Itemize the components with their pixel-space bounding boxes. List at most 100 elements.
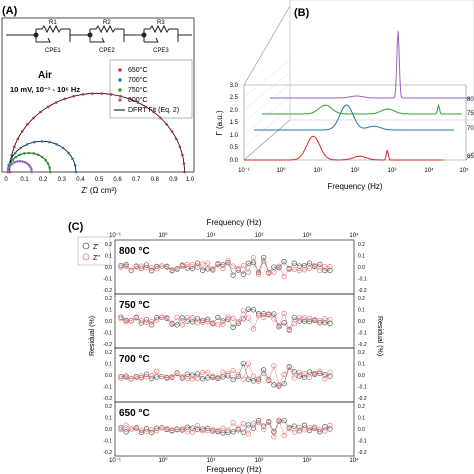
residual-point-Z'' [240,376,246,382]
panel-a-xlabel: Z' (Ω cm²) [81,186,117,195]
y-tick-2.0: 2.0 [230,108,239,114]
panel-c-top-xaxis: 10⁻¹ 10⁰ 10¹ 10² 10³ 10⁴ [109,232,359,239]
residual-point-Z'' [179,322,185,328]
residual-y-tick: 0.2 [358,404,365,410]
residual-y-tick: 0.2 [105,242,112,248]
nyquist-point-700°C [71,157,74,160]
residual-point-Z'' [266,270,272,276]
residual-point-Z'' [143,319,150,325]
nyquist-point-700°C [55,143,58,146]
resistor-r3-label: R3 [157,20,165,26]
residual-point-Z'' [128,426,134,432]
residual-point-Z' [296,318,303,324]
x-tick-1.0: 1.0 [186,177,195,183]
x-tick-0.8: 0.8 [151,177,160,183]
residual-y-tick: 0.0 [105,265,112,271]
residual-point-Z'' [154,317,160,323]
panel-c: (C) Frequency (Hz) 10⁻¹ 10⁰ 10¹ 10² 10³ … [68,218,383,474]
nyquist-point-650°C [152,110,155,114]
residual-point-Z' [245,306,252,312]
residual-point-Z'' [286,425,292,431]
residual-point-Z'' [317,318,323,324]
nyquist-point-700°C [14,151,17,155]
panel-b-series-labels: 80 75 70 65 [467,97,474,160]
panel-c-legend: Z' Z'' [77,236,111,266]
legend-800-marker [118,98,122,102]
residual-point-Z'' [301,427,308,433]
residual-point-Z'' [235,372,241,378]
residual-point-Z' [205,266,211,272]
legend-zprime-label: Z' [93,244,99,251]
residual-point-Z' [261,254,267,261]
nyquist-point-650°C [165,123,168,126]
nyquist-point-650°C [81,93,85,96]
residual-y-tick: 0.0 [358,427,365,433]
residual-point-Z'' [189,376,196,382]
nyquist-point-750°C [27,151,31,155]
c-top-tick-3: 10² [255,233,264,239]
residual-point-Z'' [327,422,333,429]
residual-point-Z'' [317,267,323,274]
residual-point-Z'' [174,370,180,377]
residual-y-tick: 0.2 [105,350,112,356]
residual-point-Z'' [215,375,221,381]
residual-y-tick: 0.2 [358,350,365,356]
residual-point-Z'' [220,425,226,431]
residual-point-Z'' [235,265,241,272]
residual-point-Z'' [322,376,328,382]
nyquist-point-800°C [27,164,31,167]
c-top-tick-5: 10⁴ [349,232,359,239]
residual-point-Z'' [286,266,292,272]
residual-point-Z' [194,426,201,433]
x-tick-0.1: 0.1 [20,177,29,183]
residual-point-Z' [291,423,297,429]
nyquist-point-650°C [26,123,29,126]
residual-point-Z'' [245,361,252,367]
residual-y-tick: 0.0 [105,427,112,433]
residual-point-Z' [296,373,303,379]
nyquist-point-800°C [30,170,34,174]
panel-a-xaxis: 0 0.1 0.2 0.3 0.4 0.5 0.6 0.7 0.8 0.9 1.… [4,177,195,195]
residual-point-Z'' [169,374,175,380]
residual-point-Z'' [199,428,206,434]
residual-point-Z' [245,260,252,266]
residual-point-Z'' [138,427,145,433]
residual-point-Z'' [174,427,180,433]
residual-point-Z'' [276,322,282,329]
residual-point-Z'' [123,374,129,381]
nyquist-point-650°C [91,92,94,95]
cpe3-label: CPE3 [153,48,169,54]
residual-point-Z'' [312,316,318,323]
residual-point-Z'' [210,266,216,272]
residual-point-Z'' [159,314,165,321]
series-label-80: 80 [467,97,474,103]
panel-c-right-ylabel: Residual (%) [376,316,383,356]
nyquist-point-800°C [15,160,19,163]
nyquist-point-650°C [119,94,122,98]
residual-point-Z'' [143,428,150,435]
residual-y-tick: 0.0 [358,265,365,271]
residual-point-Z'' [261,258,267,264]
residual-point-Z'' [327,316,333,323]
nyquist-point-750°C [36,153,40,157]
residual-point-Z'' [250,326,257,332]
residual-point-Z' [143,426,150,432]
residual-point-Z' [301,318,308,325]
residual-y-tick: 0.2 [105,296,112,302]
residual-point-Z'' [169,427,175,433]
residual-point-Z'' [291,266,297,273]
residual-y-tick: -0.1 [103,385,112,391]
legend-650-label: 650°C [128,66,148,74]
panel-a-legend-box [109,59,193,119]
residual-point-Z' [281,320,287,326]
residual-point-Z'' [266,419,272,426]
residual-point-Z'' [235,425,241,431]
residual-point-Z' [205,375,211,381]
residual-point-Z'' [281,432,287,439]
c-top-tick-2: 10¹ [207,233,216,239]
residual-point-Z' [189,425,196,431]
nyquist-point-650°C [178,145,182,149]
residual-point-Z' [322,424,328,430]
residual-y-tick: 0.1 [358,362,365,368]
nyquist-point-800°C [26,162,29,165]
